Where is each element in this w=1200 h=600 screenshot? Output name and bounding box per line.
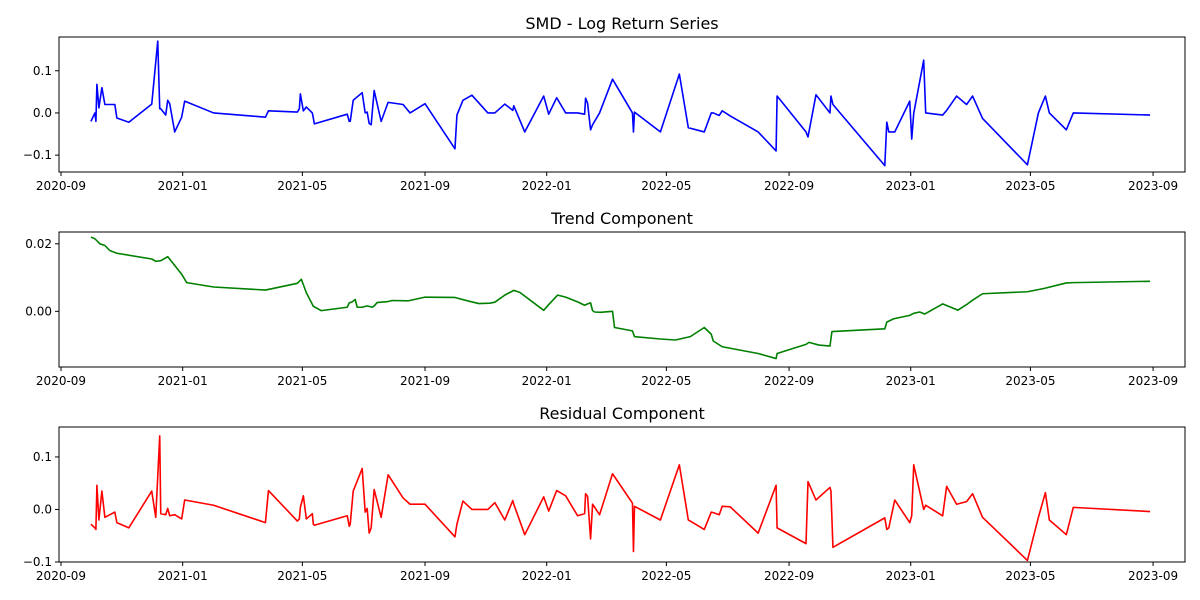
trend-x-tick-label: 2020-09 — [36, 374, 86, 388]
residual-x-tick-label: 2021-01 — [158, 569, 208, 583]
trend-x-tick-label: 2022-05 — [641, 374, 691, 388]
trend-panel: Trend Component 2020-09 2021-01 2021-05 2021… — [25, 209, 1186, 388]
residual-panel: Residual Component 2020-09 2021-01 2021-05 2… — [23, 404, 1186, 583]
trend-x-tick-label: 2021-01 — [158, 374, 208, 388]
log-return-y-tick-label: 0.1 — [33, 64, 52, 78]
trend-y-tick-label: 0.00 — [25, 304, 52, 318]
trend-axes-frame — [58, 231, 1186, 368]
trend-series-line — [90, 236, 1151, 360]
log-return-axes-frame — [58, 36, 1186, 173]
residual-x-tick-label: 2022-05 — [641, 569, 691, 583]
residual-x-tick-label: 2022-01 — [522, 569, 572, 583]
residual-title: Residual Component — [539, 404, 705, 423]
log-return-x-tick-label: 2021-05 — [277, 179, 327, 193]
trend-x-tick-label: 2021-09 — [400, 374, 450, 388]
trend-x-tick-label: 2023-01 — [886, 374, 936, 388]
trend-title: Trend Component — [550, 209, 693, 228]
trend-x-tick-label: 2022-09 — [764, 374, 814, 388]
residual-axes-frame — [58, 426, 1186, 563]
residual-y-tick-label: −0.1 — [23, 555, 52, 569]
residual-series-line — [90, 435, 1151, 562]
residual-y-tick-label: 0.1 — [33, 450, 52, 464]
log-return-y-tick-label: −0.1 — [23, 148, 52, 162]
trend-x-tick-label: 2021-05 — [277, 374, 327, 388]
residual-x-tick-label: 2023-01 — [886, 569, 936, 583]
log-return-y-tick-label: 0.0 — [33, 106, 52, 120]
log-return-title: SMD - Log Return Series — [525, 14, 718, 33]
log-return-x-tick-label: 2023-09 — [1128, 179, 1178, 193]
residual-x-tick-label: 2021-05 — [277, 569, 327, 583]
residual-x-tick-label: 2021-09 — [400, 569, 450, 583]
log-return-series-line — [90, 40, 1151, 167]
log-return-x-tick-label: 2022-09 — [764, 179, 814, 193]
residual-x-tick-label: 2022-09 — [764, 569, 814, 583]
trend-x-tick-label: 2023-05 — [1005, 374, 1055, 388]
log-return-x-tick-label: 2023-01 — [886, 179, 936, 193]
log-return-panel: SMD - Log Return Series 2020-09 2021-01 202… — [23, 14, 1186, 193]
trend-x-tick-label: 2023-09 — [1128, 374, 1178, 388]
trend-x-tick-label: 2022-01 — [522, 374, 572, 388]
residual-y-tick-label: 0.0 — [33, 502, 52, 516]
trend-y-tick-label: 0.02 — [25, 237, 52, 251]
residual-x-tick-label: 2023-05 — [1005, 569, 1055, 583]
log-return-x-tick-label: 2020-09 — [36, 179, 86, 193]
log-return-x-tick-label: 2021-09 — [400, 179, 450, 193]
log-return-x-tick-label: 2022-05 — [641, 179, 691, 193]
log-return-x-tick-label: 2022-01 — [522, 179, 572, 193]
residual-x-tick-label: 2023-09 — [1128, 569, 1178, 583]
residual-x-tick-label: 2020-09 — [36, 569, 86, 583]
log-return-x-tick-label: 2023-05 — [1005, 179, 1055, 193]
log-return-x-tick-label: 2021-01 — [158, 179, 208, 193]
